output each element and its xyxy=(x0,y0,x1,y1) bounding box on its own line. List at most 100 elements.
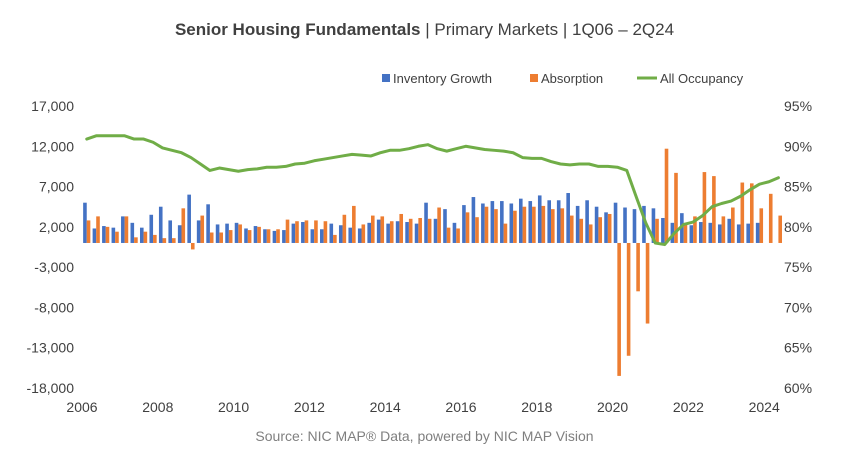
bar-absorption xyxy=(115,231,119,243)
bar-inventory-growth xyxy=(338,225,343,243)
bar-inventory-growth xyxy=(585,200,589,243)
y-right-tick-label: 60% xyxy=(784,380,812,396)
bar-inventory-growth xyxy=(566,193,570,243)
y-right-tick-label: 80% xyxy=(784,219,812,235)
chart-title-rest: | Primary Markets | 1Q06 – 2Q24 xyxy=(420,20,675,39)
x-tick-label: 2012 xyxy=(294,399,325,415)
y-right-tick-label: 90% xyxy=(784,138,812,154)
bar-absorption xyxy=(247,230,252,243)
bar-absorption xyxy=(427,218,432,243)
bar-absorption xyxy=(200,215,205,243)
bar-absorption xyxy=(352,205,356,243)
bar-absorption xyxy=(759,208,764,243)
bar-inventory-growth xyxy=(253,226,258,243)
bar-absorption xyxy=(522,206,527,243)
bar-absorption xyxy=(551,209,555,243)
x-tick-label: 2014 xyxy=(370,399,401,415)
y-right-tick-label: 70% xyxy=(784,299,812,315)
bar-inventory-growth xyxy=(215,224,220,243)
bar-absorption xyxy=(228,230,233,243)
bar-inventory-growth xyxy=(443,209,447,243)
bar-absorption xyxy=(257,226,261,243)
legend-inventory-growth-label: Inventory Growth xyxy=(393,71,492,86)
bar-inventory-growth xyxy=(594,206,599,243)
bar-absorption xyxy=(446,227,451,243)
bar-absorption xyxy=(484,206,489,243)
bar-absorption xyxy=(693,216,697,243)
bar-inventory-growth xyxy=(708,222,713,243)
bar-inventory-growth xyxy=(575,205,580,243)
bar-absorption xyxy=(86,220,91,243)
bar-absorption xyxy=(740,182,745,243)
y-left-tick-label: -3,000 xyxy=(34,259,74,275)
legend-absorption-label: Absorption xyxy=(541,71,603,86)
bar-absorption xyxy=(626,242,631,356)
x-tick-label: 2018 xyxy=(521,399,552,415)
bar-absorption xyxy=(266,229,271,243)
bar-inventory-growth xyxy=(424,202,428,243)
bar-inventory-growth xyxy=(177,225,182,243)
x-tick-label: 2010 xyxy=(218,399,249,415)
y-left-tick-label: -18,000 xyxy=(27,380,75,396)
bar-absorption xyxy=(361,224,366,243)
bar-absorption xyxy=(105,226,110,243)
bar-inventory-growth xyxy=(613,202,618,243)
bar-inventory-growth xyxy=(727,218,732,243)
bar-absorption xyxy=(541,205,546,243)
y-left-tick-label: -8,000 xyxy=(34,299,74,315)
bar-absorption xyxy=(380,216,385,243)
bar-inventory-growth xyxy=(92,228,97,243)
bar-absorption xyxy=(408,218,413,243)
bar-absorption xyxy=(579,218,584,243)
bar-inventory-growth xyxy=(111,227,116,243)
bar-absorption xyxy=(370,215,375,243)
bar-absorption xyxy=(503,223,508,243)
bar-absorption xyxy=(333,234,337,243)
bar-absorption xyxy=(209,232,214,243)
bar-inventory-growth xyxy=(263,229,267,243)
bar-absorption xyxy=(664,148,669,243)
bar-absorption xyxy=(588,224,593,243)
x-tick-label: 2022 xyxy=(673,399,704,415)
x-tick-label: 2020 xyxy=(597,399,628,415)
bar-absorption xyxy=(389,221,394,243)
bar-absorption xyxy=(494,209,498,243)
bar-absorption xyxy=(645,242,650,324)
bar-inventory-growth xyxy=(301,222,305,243)
bar-inventory-growth xyxy=(481,203,485,243)
bar-absorption xyxy=(721,216,726,243)
bar-inventory-growth xyxy=(386,223,390,243)
bar-inventory-growth xyxy=(310,229,315,243)
bar-absorption xyxy=(314,220,318,243)
bar-inventory-growth xyxy=(329,223,334,243)
bar-inventory-growth xyxy=(452,222,457,243)
bar-inventory-growth xyxy=(187,194,191,243)
bar-inventory-growth xyxy=(642,205,646,243)
bar-absorption xyxy=(778,215,783,243)
bar-absorption xyxy=(636,242,640,292)
bar-inventory-growth xyxy=(556,200,561,243)
chart-title-bold: Senior Housing Fundamentals xyxy=(174,20,421,39)
bar-inventory-growth xyxy=(547,200,552,243)
bar-absorption xyxy=(475,217,479,243)
bar-inventory-growth xyxy=(755,222,760,243)
x-tick-label: 2006 xyxy=(66,399,97,415)
bar-absorption xyxy=(295,221,299,243)
bar-inventory-growth xyxy=(244,228,248,243)
bar-inventory-growth xyxy=(500,201,504,243)
bar-absorption xyxy=(304,220,309,243)
bar-inventory-growth xyxy=(272,230,277,243)
bar-inventory-growth xyxy=(376,219,381,243)
bar-absorption xyxy=(418,217,422,243)
bar-inventory-growth xyxy=(518,198,523,243)
bar-inventory-growth xyxy=(699,222,703,243)
bar-absorption xyxy=(342,214,347,243)
bar-inventory-growth xyxy=(139,227,144,243)
bar-absorption xyxy=(172,238,176,243)
bar-inventory-growth xyxy=(291,223,296,243)
bar-inventory-growth xyxy=(623,207,627,243)
bar-inventory-growth xyxy=(149,214,154,243)
bar-inventory-growth xyxy=(632,209,637,243)
bar-inventory-growth xyxy=(282,230,286,243)
bar-absorption xyxy=(674,172,678,243)
